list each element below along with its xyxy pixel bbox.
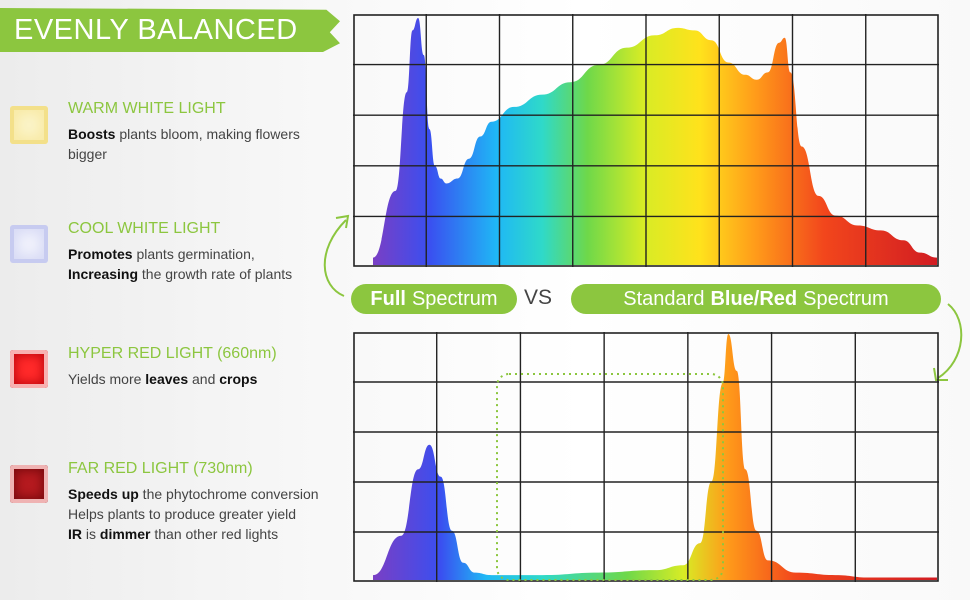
description-bold: Increasing	[68, 266, 139, 282]
description-line: Yields more leaves and crops	[68, 369, 257, 389]
warm-white-title: WARM WHITE LIGHT	[68, 100, 226, 117]
description-text: Helps plants to produce greater yield	[68, 506, 297, 522]
description-bold: Promotes	[68, 246, 133, 262]
full-spectrum-bold: Full	[370, 287, 406, 310]
curved-arrow-icon	[323, 214, 350, 297]
description-bold: leaves	[145, 371, 189, 387]
description-line: Speeds up the phytochrome conversion	[68, 484, 319, 504]
description-text: plants bloom, making flowers	[115, 126, 300, 142]
description-bold: Speeds up	[68, 486, 139, 502]
blue-red-spectrum-chart	[353, 332, 939, 582]
cool-white-swatch-icon	[10, 225, 48, 263]
description-line: Helps plants to produce greater yield	[68, 504, 319, 524]
warm-white-swatch-icon	[10, 106, 48, 144]
standard-spectrum-pre: Standard	[623, 287, 705, 310]
full-spectrum-label: Full Spectrum	[351, 284, 517, 314]
far-red-description: Speeds up the phytochrome conversion Help…	[68, 484, 319, 544]
description-line: Boosts plants bloom, making flowers	[68, 124, 300, 144]
gap-highlight-box	[496, 373, 724, 581]
vs-label: VS	[524, 286, 553, 309]
description-text: and	[188, 371, 220, 387]
warm-white-description: Boosts plants bloom, making flowers bigge…	[68, 124, 300, 164]
page-title: EVENLY BALANCED	[14, 13, 298, 46]
hyper-red-title: HYPER RED LIGHT (660nm)	[68, 345, 277, 362]
full-spectrum-text: Spectrum	[411, 287, 498, 310]
description-line: bigger	[68, 144, 300, 164]
far-red-swatch-icon	[10, 465, 48, 503]
description-bold: IR	[68, 526, 82, 542]
full-spectrum-chart	[353, 14, 939, 267]
standard-spectrum-label: Standard Blue/Red Spectrum	[571, 284, 941, 314]
standard-spectrum-bold: Blue/Red	[710, 287, 798, 310]
hyper-red-swatch-icon	[10, 350, 48, 388]
hyper-red-description: Yields more leaves and crops	[68, 369, 257, 389]
curved-arrow-right-icon	[933, 303, 963, 381]
cool-white-title: COOL WHITE LIGHT	[68, 220, 221, 237]
description-line: Increasing the growth rate of plants	[68, 264, 292, 284]
description-line: IR is dimmer than other red lights	[68, 524, 319, 544]
cool-white-description: Promotes plants germination, Increasing t…	[68, 244, 292, 284]
title-banner: EVENLY BALANCED	[0, 8, 340, 52]
standard-spectrum-post: Spectrum	[803, 287, 889, 310]
description-bold: crops	[219, 371, 258, 387]
description-text: bigger	[68, 146, 107, 162]
description-text: the growth rate of plants	[138, 266, 293, 282]
description-text: than other red lights	[150, 526, 279, 542]
description-text: is	[82, 526, 100, 542]
description-text: Yields more	[68, 371, 146, 387]
description-bold: dimmer	[99, 526, 151, 542]
description-line: Promotes plants germination,	[68, 244, 292, 264]
far-red-title: FAR RED LIGHT (730nm)	[68, 460, 253, 477]
description-bold: Boosts	[68, 126, 116, 142]
description-text: the phytochrome conversion	[138, 486, 319, 502]
spectrum-area	[373, 18, 937, 265]
spectrum-area	[373, 334, 937, 580]
description-text: plants germination,	[132, 246, 255, 262]
